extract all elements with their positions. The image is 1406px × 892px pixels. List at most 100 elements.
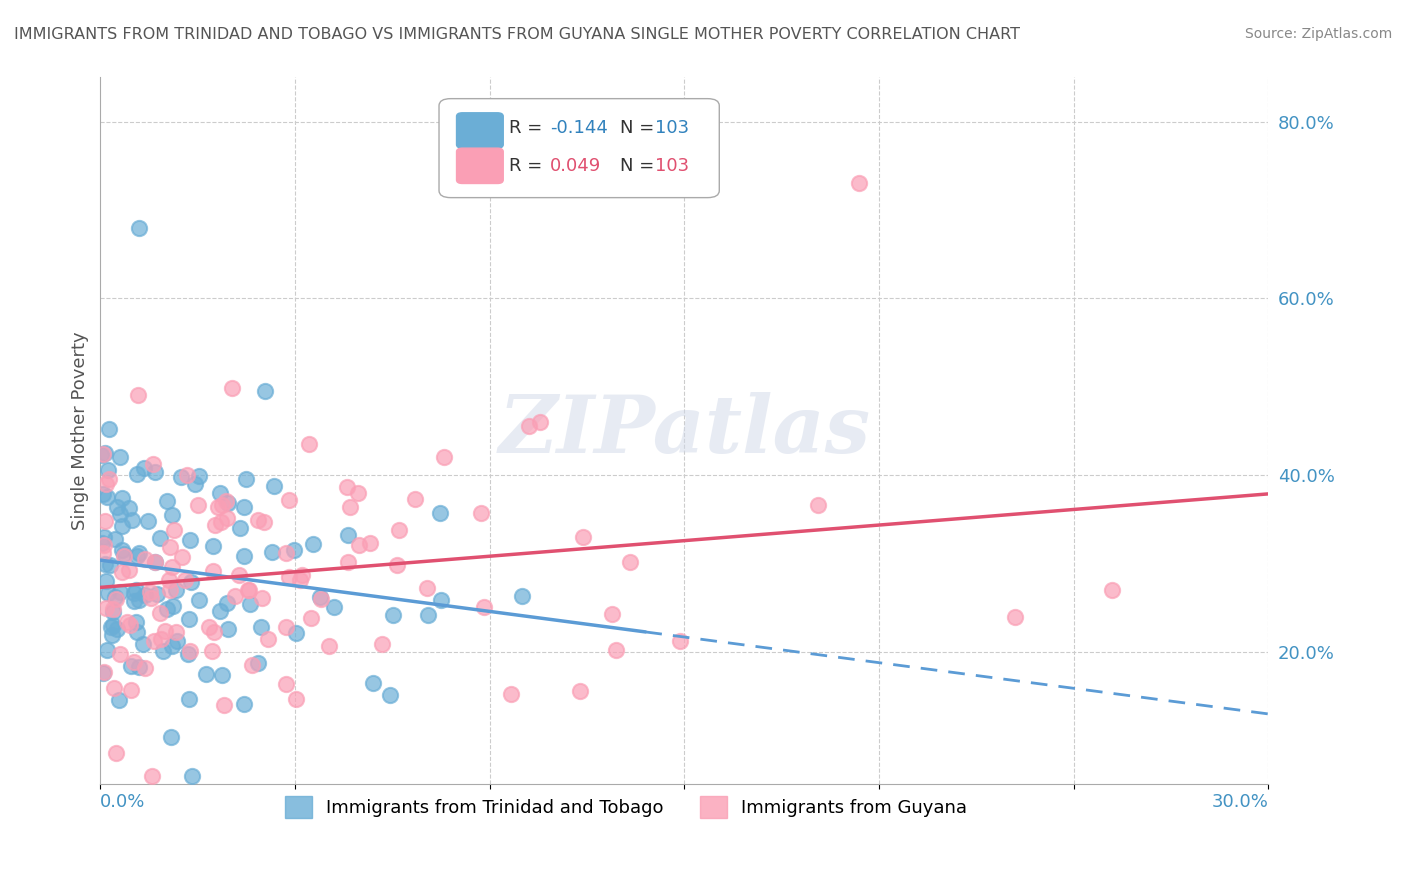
Point — [1004, 609, 1026, 624]
Point — [93, 530, 115, 544]
Point — [197, 620, 219, 634]
Point — [162, 560, 184, 574]
Point — [125, 467, 148, 481]
Text: 30.0%: 30.0% — [1212, 793, 1268, 811]
Point — [215, 494, 238, 508]
Point — [232, 697, 254, 711]
Point — [571, 530, 593, 544]
Point — [120, 659, 142, 673]
Text: ZIPatlas: ZIPatlas — [498, 392, 870, 470]
Point — [510, 589, 533, 603]
Point — [97, 463, 120, 477]
Point — [247, 513, 270, 527]
Point — [93, 487, 115, 501]
Point — [96, 490, 118, 504]
Point — [217, 596, 239, 610]
Point — [118, 563, 141, 577]
Point — [157, 574, 180, 588]
Point — [247, 656, 270, 670]
Text: Source: ZipAtlas.com: Source: ZipAtlas.com — [1244, 27, 1392, 41]
Point — [125, 615, 148, 630]
Point — [97, 586, 120, 600]
Point — [600, 607, 623, 621]
Point — [108, 507, 131, 521]
Legend: Immigrants from Trinidad and Tobago, Immigrants from Guyana: Immigrants from Trinidad and Tobago, Imm… — [277, 789, 974, 825]
Point — [323, 599, 346, 614]
Text: -0.144: -0.144 — [550, 120, 607, 137]
Point — [211, 515, 233, 529]
Point — [299, 610, 322, 624]
Point — [125, 624, 148, 639]
Point — [138, 585, 160, 599]
Point — [94, 476, 117, 491]
Point — [180, 574, 202, 589]
Text: 0.0%: 0.0% — [100, 793, 146, 811]
Point — [163, 524, 186, 538]
Point — [145, 465, 167, 479]
Point — [1101, 582, 1123, 597]
Point — [263, 479, 285, 493]
Point — [153, 624, 176, 639]
Point — [337, 528, 360, 542]
Point — [232, 549, 254, 563]
Point — [179, 644, 201, 658]
Point — [122, 586, 145, 600]
Point — [177, 612, 200, 626]
Point — [472, 599, 495, 614]
Point — [238, 582, 260, 597]
Point — [91, 545, 114, 559]
Point — [288, 573, 311, 587]
Point — [274, 677, 297, 691]
Point — [176, 648, 198, 662]
Point — [97, 471, 120, 485]
Point — [207, 500, 229, 515]
FancyBboxPatch shape — [457, 148, 503, 184]
Point — [149, 606, 172, 620]
Point — [184, 477, 207, 491]
Point — [301, 536, 323, 550]
Point — [103, 681, 125, 695]
Text: IMMIGRANTS FROM TRINIDAD AND TOBAGO VS IMMIGRANTS FROM GUYANA SINGLE MOTHER POVE: IMMIGRANTS FROM TRINIDAD AND TOBAGO VS I… — [14, 27, 1021, 42]
Point — [142, 457, 165, 471]
Point — [239, 597, 262, 611]
Point — [218, 622, 240, 636]
Point — [120, 683, 142, 698]
Point — [257, 632, 280, 646]
Point — [211, 668, 233, 682]
Point — [278, 492, 301, 507]
Point — [619, 555, 641, 569]
Point — [499, 687, 522, 701]
Point — [284, 692, 307, 706]
Point — [94, 445, 117, 459]
Point — [124, 583, 146, 598]
Point — [134, 552, 156, 566]
FancyBboxPatch shape — [457, 112, 503, 148]
Point — [262, 545, 284, 559]
Point — [127, 388, 149, 402]
Point — [298, 436, 321, 450]
Point — [283, 542, 305, 557]
Point — [347, 486, 370, 500]
Point — [105, 746, 128, 760]
Point — [156, 602, 179, 616]
Point — [96, 574, 118, 589]
Text: R =: R = — [509, 157, 548, 175]
Point — [228, 520, 250, 534]
Point — [202, 564, 225, 578]
Point — [274, 546, 297, 560]
Point — [93, 537, 115, 551]
Point — [91, 536, 114, 550]
Point — [169, 470, 191, 484]
Point — [159, 583, 181, 598]
Point — [285, 626, 308, 640]
Point — [347, 538, 370, 552]
Point — [93, 665, 115, 679]
Point — [215, 511, 238, 525]
Point — [179, 533, 201, 547]
Point — [385, 558, 408, 572]
Point — [221, 381, 243, 395]
Point — [529, 415, 551, 429]
Point — [240, 657, 263, 672]
Point — [98, 558, 121, 572]
Point — [224, 589, 246, 603]
